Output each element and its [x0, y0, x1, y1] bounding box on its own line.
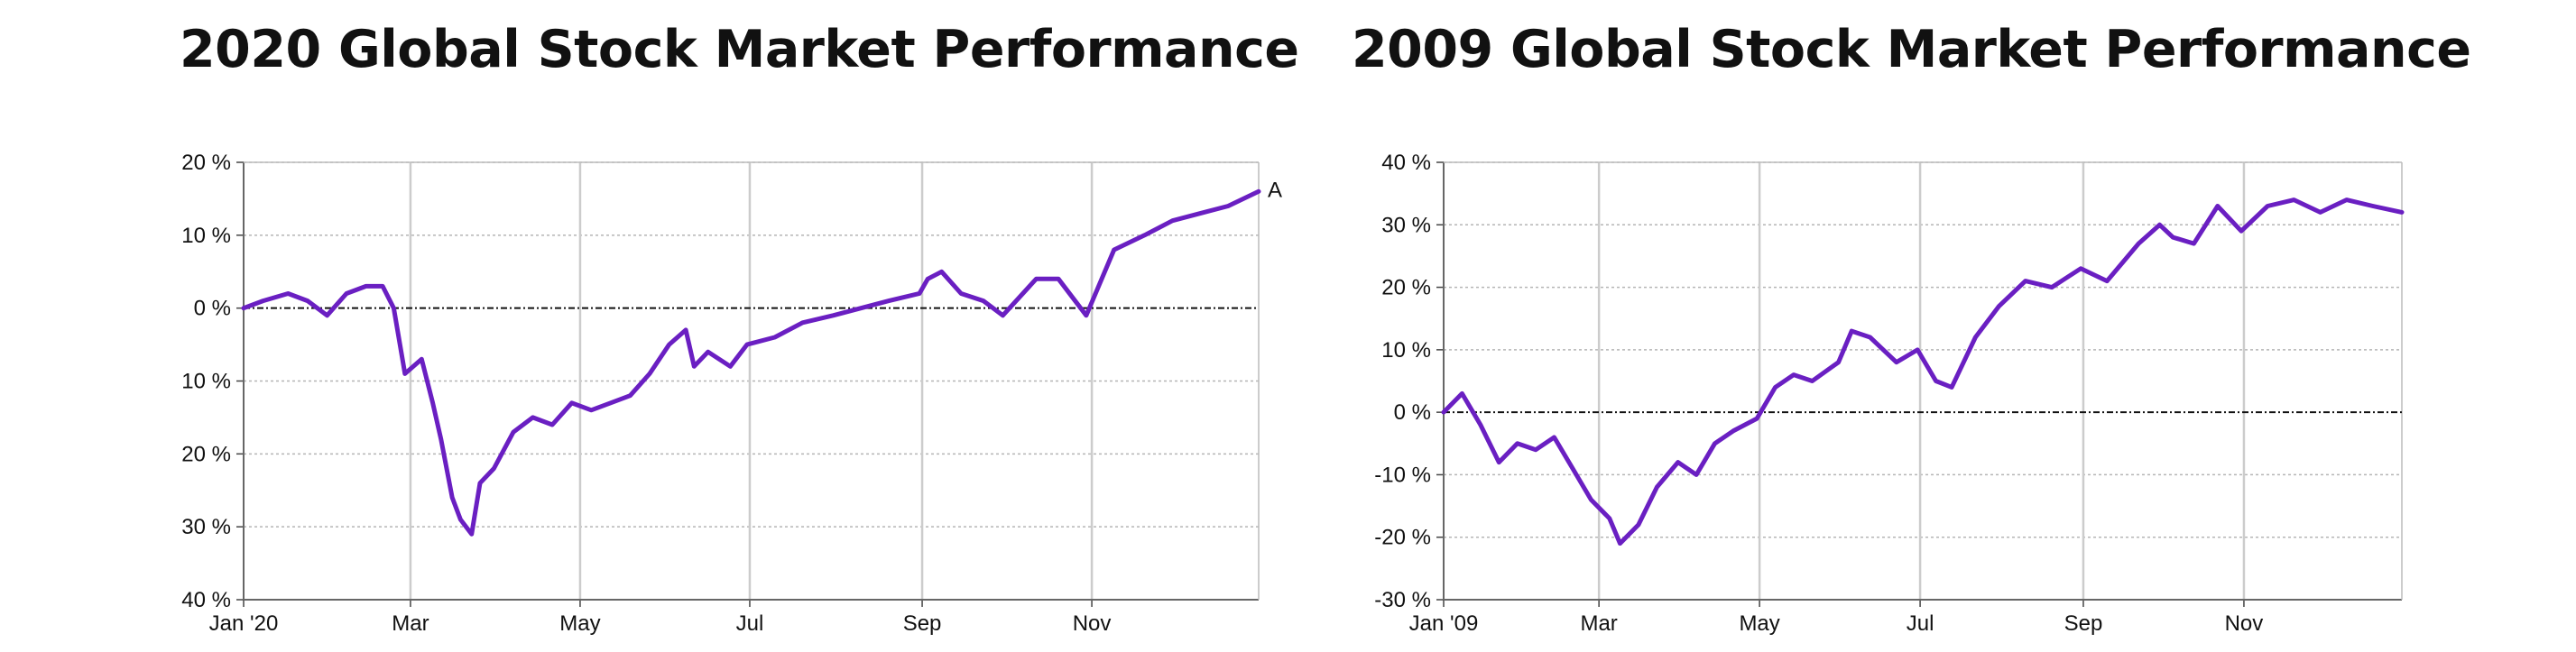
- line-chart: 20 % 10 % 0 % 10 % 20 % 30 % 40 %Jan '20 Mar May…: [181, 151, 1282, 636]
- chart-title: 2009 Global Stock Market Performance: [1352, 20, 2471, 79]
- x-tick-label: Nov: [1073, 611, 1112, 636]
- x-tick-label: Sep: [903, 611, 942, 636]
- series-line: [1441, 197, 2405, 546]
- y-tick-label: 20 %: [181, 442, 231, 466]
- chart-title: 2020 Global Stock Market Performance: [180, 20, 1299, 79]
- y-tick-label: 0 %: [1394, 400, 1431, 425]
- y-tick-label: 20 %: [1381, 276, 1431, 300]
- series-line: [241, 188, 1261, 537]
- x-tick-label: Jan '20: [209, 611, 279, 636]
- y-tick-label: 10 %: [181, 370, 231, 394]
- y-tick-label: 10 %: [1381, 338, 1431, 363]
- x-tick-label: May: [1739, 611, 1779, 636]
- y-tick-label: 40 %: [181, 588, 231, 612]
- y-tick-label: 10 %: [181, 224, 231, 248]
- x-tick-label: Jul: [736, 611, 764, 636]
- y-tick-label: 0 %: [194, 297, 231, 321]
- x-tick-label: Mar: [392, 611, 429, 636]
- x-tick-label: Nov: [2225, 611, 2264, 636]
- y-tick-label: 30 %: [181, 515, 231, 539]
- x-tick-label: Sep: [2064, 611, 2103, 636]
- y-tick-label: -30 %: [1374, 588, 1431, 612]
- series-end-label: A: [1268, 178, 1282, 202]
- y-tick-label: 40 %: [1381, 151, 1431, 175]
- y-tick-label: 30 %: [1381, 213, 1431, 237]
- x-tick-label: Jul: [1907, 611, 1934, 636]
- y-tick-label: -20 %: [1374, 526, 1431, 550]
- x-tick-label: May: [559, 611, 600, 636]
- x-tick-label: Jan '09: [1409, 611, 1479, 636]
- y-tick-label: -10 %: [1374, 463, 1431, 487]
- x-tick-label: Mar: [1580, 611, 1617, 636]
- y-tick-label: 20 %: [181, 151, 231, 175]
